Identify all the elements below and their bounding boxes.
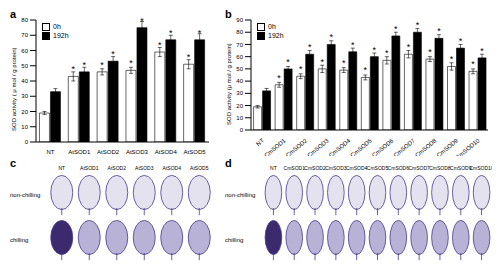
svg-text:*: * [329, 32, 333, 42]
svg-text:SOD activity (μ mol / g protei: SOD activity (μ mol / g protein) [226, 43, 232, 125]
svg-text:*: * [342, 58, 346, 68]
svg-text:AtSOD5: AtSOD5 [190, 165, 209, 171]
svg-text:*: * [187, 52, 191, 62]
svg-text:AtSOD2: AtSOD2 [97, 149, 120, 155]
svg-text:CmSOD2: CmSOD2 [304, 165, 326, 171]
svg-text:*: * [308, 42, 312, 52]
svg-text:*: * [416, 20, 420, 30]
svg-text:CmSOD9: CmSOD9 [450, 165, 472, 171]
svg-text:*: * [111, 49, 115, 59]
svg-text:CmSOD6: CmSOD6 [388, 165, 410, 171]
svg-text:*: * [437, 26, 441, 36]
html-text:192h: 192h [268, 32, 284, 39]
html-text:0h: 0h [268, 23, 276, 30]
svg-text:*: * [286, 57, 290, 67]
svg-text:chilling: chilling [10, 237, 28, 243]
svg-text:*: * [351, 40, 355, 50]
svg-text:*: * [320, 57, 324, 67]
svg-text:60: 60 [236, 54, 243, 60]
svg-text:AtSOD4: AtSOD4 [155, 149, 178, 155]
svg-text:*: * [129, 58, 133, 68]
svg-text:CmSOD8: CmSOD8 [414, 137, 438, 156]
svg-text:CmSOD8: CmSOD8 [429, 165, 451, 171]
svg-text:30: 30 [236, 90, 243, 96]
svg-text:*: * [471, 59, 475, 69]
svg-text:CmSOD1: CmSOD1 [263, 137, 287, 156]
svg-text:80: 80 [236, 29, 243, 35]
svg-text:*: * [158, 40, 162, 50]
svg-text:*: * [450, 54, 454, 64]
svg-text:NT: NT [270, 165, 277, 171]
svg-text:*: * [198, 28, 202, 38]
svg-text:50: 50 [21, 63, 28, 69]
html-text:0h: 0h [53, 23, 61, 30]
svg-text:*: * [394, 24, 398, 34]
svg-text:NT: NT [255, 137, 265, 147]
svg-text:CmSOD7: CmSOD7 [408, 165, 430, 171]
svg-text:*: * [364, 65, 368, 75]
svg-text:NT: NT [46, 149, 54, 155]
svg-text:CmSOD7: CmSOD7 [392, 137, 416, 156]
svg-text:80: 80 [21, 17, 28, 23]
svg-text:CmSOD6: CmSOD6 [371, 137, 395, 156]
svg-text:40: 40 [236, 78, 243, 84]
svg-text:CmSOD2: CmSOD2 [285, 137, 309, 156]
svg-text:*: * [407, 42, 411, 52]
svg-text:CmSOD1: CmSOD1 [284, 165, 306, 171]
svg-text:d: d [225, 158, 232, 169]
svg-text:*: * [72, 64, 76, 74]
svg-text:CmSOD10: CmSOD10 [469, 165, 492, 171]
svg-text:*: * [83, 60, 87, 70]
svg-text:non-chilling: non-chilling [225, 192, 255, 198]
svg-text:*: * [100, 60, 104, 70]
svg-text:CmSOD9: CmSOD9 [436, 137, 460, 156]
svg-text:AtSOD3: AtSOD3 [126, 149, 149, 155]
svg-text:*: * [385, 48, 389, 58]
html-text:b: b [225, 8, 232, 20]
svg-text:AtSOD1: AtSOD1 [68, 149, 91, 155]
svg-text:*: * [480, 46, 484, 56]
svg-text:*: * [459, 36, 463, 46]
svg-text:CmSOD5: CmSOD5 [349, 137, 373, 156]
svg-text:*: * [299, 64, 303, 74]
svg-text:CmSOD5: CmSOD5 [367, 165, 389, 171]
svg-text:30: 30 [21, 93, 28, 99]
svg-text:AtSOD1: AtSOD1 [80, 165, 99, 171]
svg-text:c: c [10, 158, 16, 169]
html-text:192h: 192h [53, 32, 69, 39]
svg-text:*: * [373, 45, 377, 55]
svg-text:CmSOD10: CmSOD10 [455, 137, 482, 156]
svg-text:90: 90 [236, 17, 243, 23]
svg-text:0: 0 [25, 139, 29, 145]
svg-text:chilling: chilling [225, 237, 243, 243]
svg-text:non-chilling: non-chilling [10, 192, 40, 198]
svg-text:70: 70 [21, 32, 28, 38]
svg-text:50: 50 [236, 66, 243, 72]
svg-text:*: * [428, 47, 432, 57]
svg-text:*: * [140, 16, 144, 26]
svg-text:NT: NT [58, 165, 65, 171]
svg-text:CmSOD4: CmSOD4 [346, 165, 368, 171]
svg-text:AtSOD3: AtSOD3 [135, 165, 154, 171]
svg-text:60: 60 [21, 48, 28, 54]
svg-text:10: 10 [236, 115, 243, 121]
html-text:a: a [10, 8, 17, 20]
svg-text:70: 70 [236, 42, 243, 48]
svg-text:CmSOD3: CmSOD3 [306, 137, 330, 156]
svg-text:0: 0 [240, 127, 244, 133]
svg-text:CmSOD4: CmSOD4 [328, 137, 352, 156]
svg-text:*: * [277, 73, 281, 83]
svg-text:*: * [169, 28, 173, 38]
svg-text:10: 10 [21, 124, 28, 130]
svg-text:AtSOD2: AtSOD2 [108, 165, 127, 171]
svg-text:AtSOD4: AtSOD4 [163, 165, 182, 171]
svg-text:20: 20 [21, 109, 28, 115]
svg-text:SOD activity ( μ mol / g prote: SOD activity ( μ mol / g protein) [11, 48, 17, 131]
svg-text:CmSOD3: CmSOD3 [325, 165, 347, 171]
svg-text:40: 40 [21, 78, 28, 84]
svg-text:AtSOD5: AtSOD5 [184, 149, 207, 155]
svg-text:20: 20 [236, 103, 243, 109]
